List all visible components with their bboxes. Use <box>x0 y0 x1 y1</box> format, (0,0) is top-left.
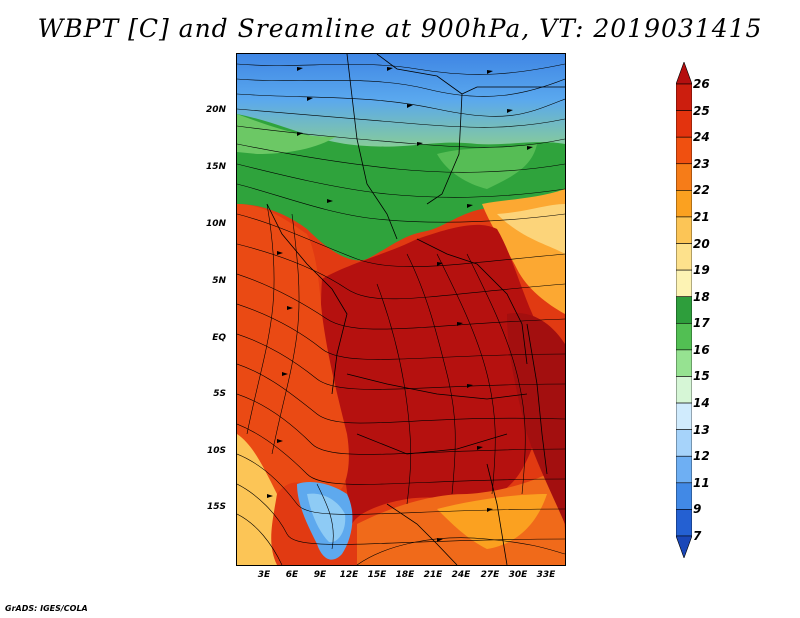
colorbar-label: 26 <box>693 77 710 91</box>
colorbar-swatch <box>676 509 692 537</box>
south-orange-inner <box>437 494 547 549</box>
colorbar-swatch <box>676 243 692 271</box>
southwest-cool-inner <box>307 493 346 543</box>
colorbar-bottom-arrow <box>676 535 692 558</box>
west-orange-belt <box>237 204 349 524</box>
colorbar-swatch <box>676 136 692 165</box>
cold-band-north <box>237 54 565 156</box>
colorbar-label: 20 <box>693 236 710 251</box>
lat-label-15n: 15N <box>205 162 226 172</box>
colorbar-swatch <box>676 455 692 484</box>
colorbar-swatch <box>676 322 692 351</box>
lon-label-30e: 30E <box>508 570 528 580</box>
streamlines <box>237 63 565 565</box>
colorbar-swatch <box>676 269 692 298</box>
streamline-arrows <box>267 67 533 542</box>
colorbar <box>676 62 692 558</box>
lon-label-18e: 18E <box>395 570 415 580</box>
colorbar-swatch <box>676 163 692 191</box>
west-yellow-strip <box>237 434 277 565</box>
colorbar-label: 11 <box>693 475 710 490</box>
lat-label-10n: 10N <box>205 219 226 229</box>
lat-label-eq: EQ <box>212 333 226 343</box>
light-green-patch <box>437 144 537 189</box>
lat-label-5s: 5S <box>213 389 226 399</box>
colorbar-swatch <box>676 429 692 457</box>
colorbar-swatch <box>676 482 692 510</box>
colorbar-swatch <box>676 190 692 218</box>
plot-title: WBPT [C] and Sreamline at 900hPa, VT: 20… <box>37 14 763 43</box>
colorbar-label: 17 <box>693 316 710 331</box>
political-borders <box>266 54 565 565</box>
colorbar-label: 9 <box>693 502 702 517</box>
colorbar-label: 23 <box>693 156 710 171</box>
colorbar-swatch <box>676 402 692 430</box>
lon-label-33e: 33E <box>536 570 556 580</box>
colorbar-label: 14 <box>693 396 710 411</box>
colorbar-label: 25 <box>693 103 710 118</box>
colorbar-label: 18 <box>693 289 710 304</box>
colorbar-label: 15 <box>693 369 710 384</box>
colorbar-label: 22 <box>693 183 710 198</box>
colorbar-swatch <box>676 216 692 244</box>
lon-label-21e: 21E <box>423 570 443 580</box>
lon-label-24e: 24E <box>451 570 471 580</box>
wbpt-streamline-map <box>236 53 566 566</box>
lon-label-6e: 6E <box>285 570 299 580</box>
light-green-patch <box>237 114 337 154</box>
map-canvas <box>237 54 565 565</box>
lon-label-12e: 12E <box>339 570 359 580</box>
colorbar-label: 24 <box>693 130 710 145</box>
yellow-patch-east <box>497 204 565 254</box>
lon-label-27e: 27E <box>480 570 500 580</box>
colorbar-swatch <box>676 349 692 377</box>
lon-label-3e: 3E <box>257 570 271 580</box>
colorbar-swatch <box>676 110 692 138</box>
colorbar-label: 13 <box>693 422 710 437</box>
colorbar-top-arrow <box>676 62 692 85</box>
colorbar-label: 19 <box>693 263 710 278</box>
colorbar-swatch <box>676 376 692 404</box>
lat-label-20n: 20N <box>205 105 226 115</box>
colorbar-swatch <box>676 83 692 111</box>
warm-core <box>320 224 545 525</box>
colorbar-label: 21 <box>693 209 710 224</box>
colorbar-label: 16 <box>693 342 710 357</box>
lon-label-15e: 15E <box>367 570 387 580</box>
lat-label-15s: 15S <box>206 502 226 512</box>
lon-label-9e: 9E <box>313 570 327 580</box>
colorbar-swatch <box>676 296 692 324</box>
lat-label-5n: 5N <box>212 276 226 286</box>
colorbar-label: 12 <box>693 449 710 464</box>
colorbar-label: 7 <box>693 529 702 543</box>
footer-credit: GrADS: IGES/COLA <box>5 604 88 613</box>
lat-label-10s: 10S <box>206 446 226 456</box>
